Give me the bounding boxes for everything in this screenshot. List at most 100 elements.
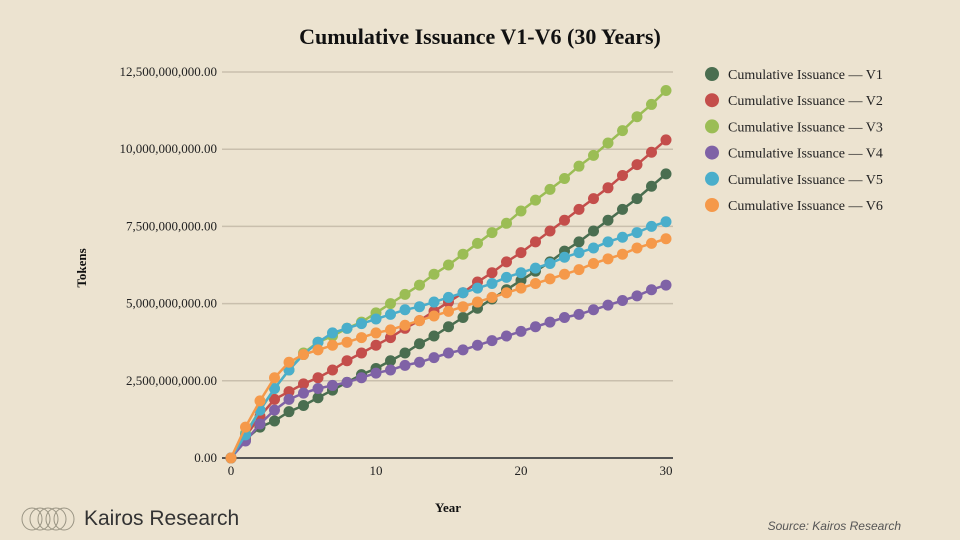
data-point [283,364,295,376]
legend-item: Cumulative Issuance — V1 [705,67,883,83]
data-point [559,251,570,263]
legend-label: Cumulative Issuance — V2 [728,94,883,109]
legend-item: Cumulative Issuance — V4 [705,145,883,162]
y-tick-label: 12,500,000,000.00 [120,64,218,79]
x-tick-label: 0 [228,463,235,478]
data-point [617,169,628,181]
data-point [298,378,309,390]
data-point [269,372,280,384]
data-point [501,287,512,299]
data-point [385,355,396,367]
data-point [515,325,527,337]
data-point [356,372,367,384]
data-point [370,327,382,339]
data-point [312,383,324,395]
data-point [515,282,527,294]
brand-name: Kairos Research [84,507,240,530]
data-point [646,237,657,249]
data-point [617,231,628,243]
source-note: Source: Kairos Research [767,519,901,533]
data-point [341,322,353,334]
data-point [385,308,396,320]
data-point [573,160,585,172]
series-line [229,89,667,459]
series-group [225,85,672,464]
data-point [544,316,556,328]
data-point [399,304,411,316]
data-point [646,284,657,296]
data-point [370,339,382,351]
data-point [269,393,280,405]
data-point [588,193,599,205]
data-point [327,339,338,351]
data-point [443,259,454,271]
legend-marker [705,145,719,160]
data-point [457,311,469,323]
data-point [312,336,324,348]
data-point [530,278,541,290]
data-point [457,344,469,356]
data-point [283,356,295,368]
legend-marker [705,119,719,134]
data-point [486,335,498,347]
data-point [530,321,541,333]
data-point [631,227,643,239]
data-point [631,111,643,123]
data-point [428,296,440,308]
legend-label: Cumulative Issuance — V6 [728,199,883,214]
data-point [327,327,338,339]
y-axis-label: Tokens [74,248,89,287]
data-point [385,298,396,310]
legend-label: Cumulative Issuance — V4 [728,147,883,162]
data-point [530,194,541,206]
data-point [646,146,657,158]
data-point [472,237,483,249]
data-point [428,310,440,322]
data-point [457,248,469,260]
legend-item: Cumulative Issuance — V6 [705,198,883,214]
data-point [341,355,353,367]
y-tick-label: 2,500,000,000.00 [126,373,217,388]
chart-title: Cumulative Issuance V1-V6 (30 Years) [299,24,661,49]
data-point [327,379,338,391]
data-point [602,137,614,149]
data-point [588,242,599,254]
legend-label: Cumulative Issuance — V5 [728,173,883,188]
series-5 [225,216,672,464]
data-point [370,313,382,325]
data-point [631,193,643,205]
data-point [269,415,280,427]
data-point [602,253,614,265]
data-point [312,372,324,384]
data-point [588,257,599,269]
data-point [457,287,469,299]
data-point [283,386,295,398]
data-point [312,392,324,404]
series-3 [225,85,672,464]
data-point [501,330,512,342]
data-point [240,421,251,433]
kairos-logo-icon [21,507,75,531]
data-point [356,347,367,359]
data-point [515,205,527,217]
data-point [399,359,411,371]
data-point [501,217,512,229]
legend-marker [705,171,719,186]
data-point [370,367,382,379]
data-point [312,344,324,356]
data-point [660,168,672,180]
data-point [269,404,280,416]
data-point [646,180,657,192]
data-point [472,296,483,308]
series-4 [225,279,672,464]
data-point [515,247,527,259]
data-point [530,236,541,248]
legend-item: Cumulative Issuance — V3 [705,119,883,135]
data-point [617,248,628,260]
data-point [660,216,672,228]
brand-logo: Kairos Research [20,506,239,532]
data-point [602,299,614,311]
data-point [559,173,570,185]
legend-item: Cumulative Issuance — V2 [705,93,883,109]
data-point [385,324,396,336]
